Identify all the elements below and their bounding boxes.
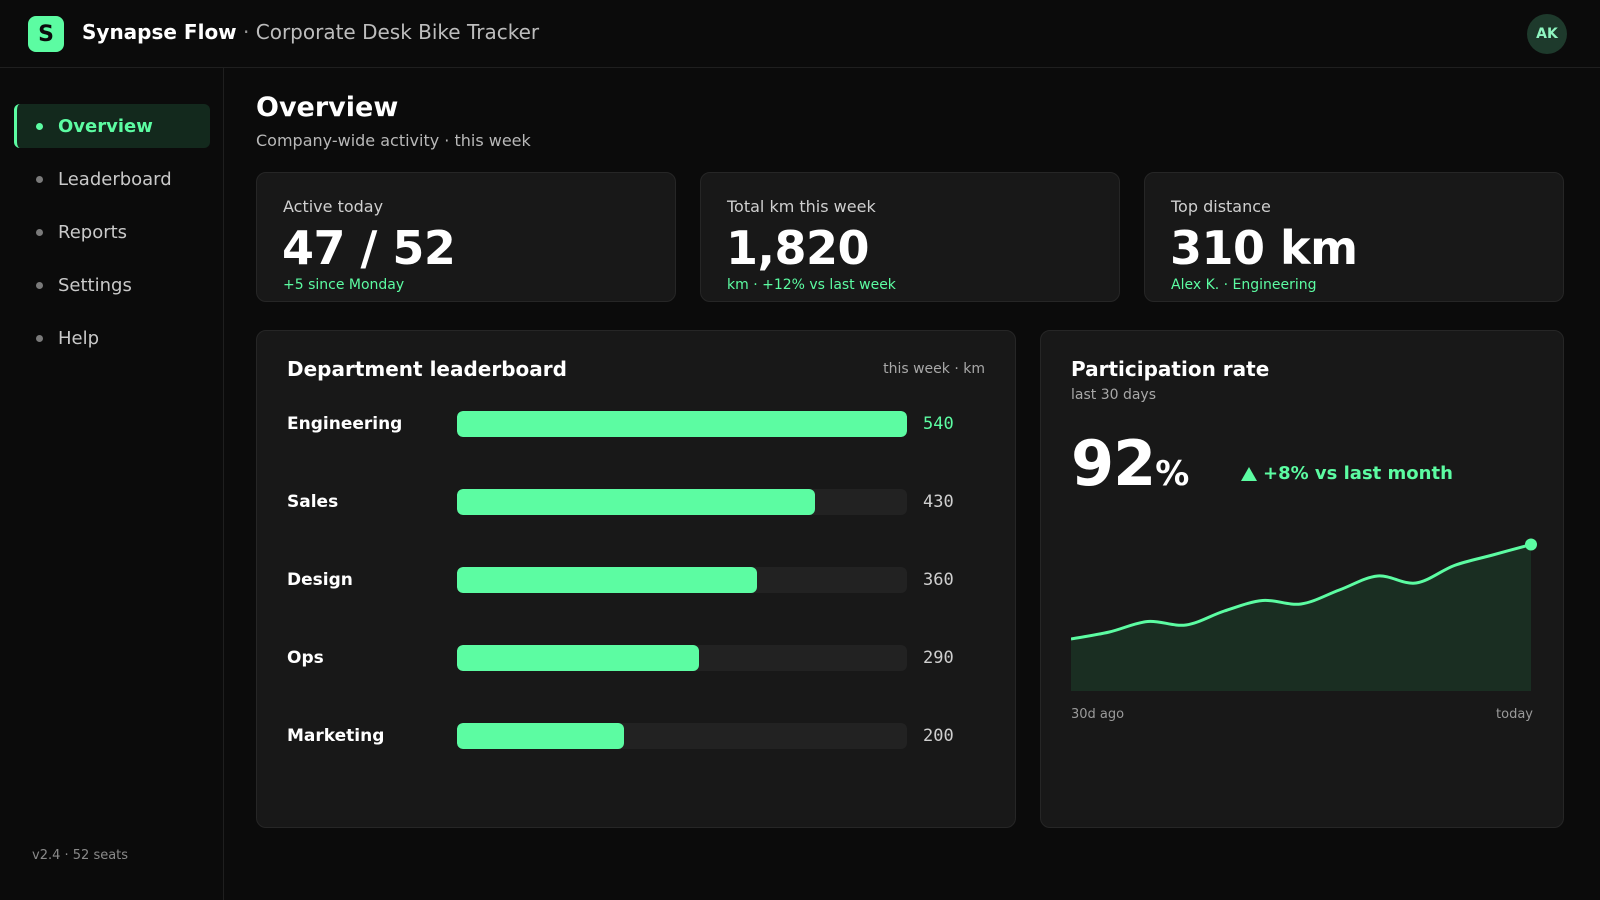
bar-track bbox=[457, 723, 907, 749]
brand-separator: · bbox=[236, 20, 256, 44]
leaderboard-row-marketing: Marketing 200 bbox=[287, 721, 987, 751]
product-name: Corporate Desk Bike Tracker bbox=[255, 20, 540, 44]
logo-icon[interactable]: S bbox=[28, 16, 64, 52]
page-subtitle: Company-wide activity · this week bbox=[256, 131, 531, 150]
sidebar-item-settings[interactable]: Settings bbox=[14, 263, 210, 307]
bar-marketing bbox=[457, 723, 624, 749]
page-title: Overview bbox=[256, 92, 399, 123]
stat-card-total-km: Total km this week 1,820 km · +12% vs la… bbox=[700, 172, 1120, 302]
leaderboard-row-sales: Sales 430 bbox=[287, 487, 987, 517]
stat-value: 310 km bbox=[1170, 221, 1358, 275]
bar-value-label: 200 bbox=[923, 726, 954, 746]
leaderboard-row-design: Design 360 bbox=[287, 565, 987, 595]
stat-note: Alex K. · Engineering bbox=[1171, 277, 1317, 293]
bar-engineering bbox=[457, 411, 907, 437]
sidebar-item-label: Help bbox=[58, 327, 100, 349]
participation-value: 92% bbox=[1071, 427, 1189, 500]
sidebar-item-leaderboard[interactable]: Leaderboard bbox=[14, 157, 210, 201]
bar-ops bbox=[457, 645, 699, 671]
bar-sales bbox=[457, 489, 815, 515]
leaderboard-row-ops: Ops 290 bbox=[287, 643, 987, 673]
leaderboard-row-engineering: Engineering 540 bbox=[287, 409, 987, 439]
sidebar-item-label: Settings bbox=[58, 274, 132, 296]
triangle-up-icon bbox=[1241, 466, 1257, 481]
participation-meta: last 30 days bbox=[1071, 387, 1157, 403]
x-axis-start-label: 30d ago bbox=[1071, 707, 1125, 722]
x-axis-end-label: today bbox=[1496, 707, 1533, 722]
stat-value: 1,820 bbox=[726, 221, 870, 275]
department-name: Engineering bbox=[287, 414, 403, 434]
trend-label: +8% vs last month bbox=[1263, 463, 1453, 484]
sidebar-item-label: Overview bbox=[58, 115, 153, 137]
department-name: Ops bbox=[287, 648, 324, 668]
stat-label: Top distance bbox=[1171, 197, 1271, 216]
department-name: Design bbox=[287, 570, 353, 590]
bar-value-label: 290 bbox=[923, 648, 954, 668]
nav-dot-icon bbox=[36, 175, 43, 183]
leaderboard-title: Department leaderboard bbox=[287, 357, 567, 381]
department-name: Sales bbox=[287, 492, 339, 512]
participation-unit: % bbox=[1155, 454, 1190, 494]
app-brand: Synapse Flow · Corporate Desk Bike Track… bbox=[82, 20, 539, 44]
bar-value-label: 360 bbox=[923, 570, 954, 590]
department-leaderboard-panel: Department leaderboard this week · km En… bbox=[256, 330, 1016, 828]
nav-dot-icon bbox=[36, 228, 43, 236]
participation-rate-panel: Participation rate last 30 days 92% +8% … bbox=[1040, 330, 1564, 828]
department-name: Marketing bbox=[287, 726, 385, 746]
app-name: Synapse Flow bbox=[82, 20, 237, 44]
top-header: S Synapse Flow · Corporate Desk Bike Tra… bbox=[0, 0, 1600, 68]
participation-title: Participation rate bbox=[1071, 357, 1270, 381]
stat-card-active: Active today 47 / 52 +5 since Monday bbox=[256, 172, 676, 302]
user-avatar[interactable]: AK bbox=[1527, 14, 1567, 54]
bar-design bbox=[457, 567, 757, 593]
sidebar-item-label: Leaderboard bbox=[58, 168, 172, 190]
participation-number: 92 bbox=[1071, 427, 1156, 500]
bar-track bbox=[457, 411, 907, 437]
sidebar-item-help[interactable]: Help bbox=[14, 316, 210, 360]
sidebar-item-reports[interactable]: Reports bbox=[14, 210, 210, 254]
area-fill bbox=[1071, 544, 1531, 691]
latest-point bbox=[1525, 538, 1537, 551]
bar-value-label: 540 bbox=[923, 414, 954, 434]
bar-value-label: 430 bbox=[923, 492, 954, 512]
sidebar-item-label: Reports bbox=[58, 221, 128, 243]
nav-dot-icon bbox=[36, 122, 43, 130]
series-line bbox=[1071, 543, 1532, 641]
participation-area-chart bbox=[1071, 538, 1537, 691]
bar-track bbox=[457, 489, 907, 515]
stat-label: Active today bbox=[283, 197, 384, 216]
sidebar: Overview Leaderboard Reports Settings He… bbox=[0, 68, 224, 900]
stat-label: Total km this week bbox=[727, 197, 876, 216]
nav-dot-icon bbox=[36, 334, 43, 342]
nav-dot-icon bbox=[36, 281, 43, 289]
bar-track bbox=[457, 567, 907, 593]
sidebar-item-overview[interactable]: Overview bbox=[14, 104, 210, 148]
stat-note: +5 since Monday bbox=[283, 277, 405, 293]
version-info: v2.4 · 52 seats bbox=[32, 848, 129, 863]
bar-track bbox=[457, 645, 907, 671]
leaderboard-meta: this week · km bbox=[883, 361, 985, 377]
stat-value: 47 / 52 bbox=[282, 221, 456, 275]
participation-trend: +8% vs last month bbox=[1241, 463, 1453, 484]
stat-note: km · +12% vs last week bbox=[727, 277, 896, 293]
stat-card-top-distance: Top distance 310 km Alex K. · Engineerin… bbox=[1144, 172, 1564, 302]
